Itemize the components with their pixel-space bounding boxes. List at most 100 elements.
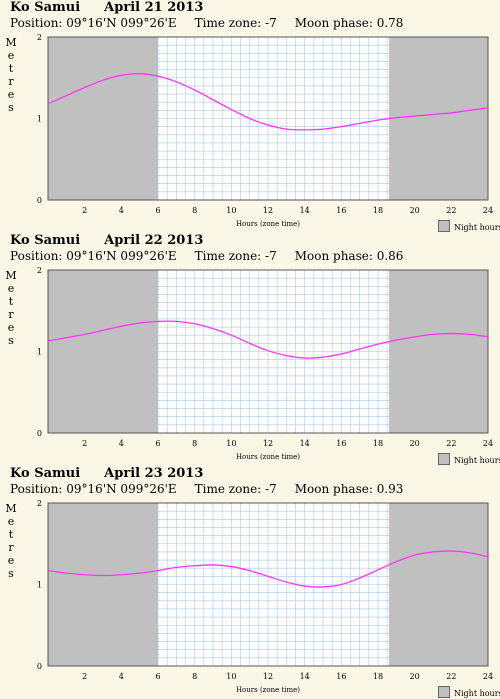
y-axis-label-letter: t <box>8 528 14 541</box>
x-tick-label: 24 <box>483 206 493 215</box>
panel-title: Ko Samui April 22 2013 <box>10 233 203 248</box>
x-tick-label: 12 <box>263 206 273 215</box>
timezone-text: Time zone: -7 <box>194 16 277 30</box>
y-tick-label: 1 <box>37 115 42 124</box>
y-tick-label: 2 <box>37 499 42 508</box>
panel-title: Ko Samui April 23 2013 <box>10 466 203 481</box>
x-tick-label: 14 <box>300 672 310 681</box>
x-tick-label: 18 <box>373 206 383 215</box>
x-tick-label: 12 <box>263 439 273 448</box>
x-tick-label: 2 <box>82 672 87 681</box>
y-axis-label-letter: M <box>5 269 17 282</box>
night-legend-label: Night hours <box>454 456 500 465</box>
moon-phase-text: Moon phase: 0.93 <box>294 482 404 496</box>
night-band <box>48 270 158 433</box>
night-band <box>48 503 158 666</box>
x-tick-label: 6 <box>155 672 160 681</box>
x-tick-label: 4 <box>119 206 124 215</box>
position-text: Position: 09°16'N 099°26'E <box>10 249 177 263</box>
x-tick-label: 14 <box>300 206 310 215</box>
timezone-text: Time zone: -7 <box>194 249 277 263</box>
x-tick-label: 10 <box>226 439 236 448</box>
plot-frame <box>47 36 489 201</box>
y-tick-label: 1 <box>37 348 42 357</box>
x-tick-label: 20 <box>410 206 420 215</box>
x-tick-label: 20 <box>410 672 420 681</box>
x-tick-label: 24 <box>483 439 493 448</box>
moon-phase-text: Moon phase: 0.78 <box>294 16 404 30</box>
y-axis-label-letter: e <box>7 282 15 295</box>
panel-date: April 23 2013 <box>104 466 204 481</box>
y-axis-label-letter: r <box>8 541 14 554</box>
y-axis-label-letter: e <box>7 88 15 101</box>
x-tick-label: 20 <box>410 439 420 448</box>
y-tick-label: 0 <box>37 429 42 438</box>
x-tick-label: 6 <box>155 439 160 448</box>
night-swatch <box>438 686 450 698</box>
tide-curve <box>47 550 489 588</box>
x-tick-label: 12 <box>263 672 273 681</box>
y-tick-label: 0 <box>37 196 42 205</box>
panel-title: Ko Samui April 21 2013 <box>10 0 203 15</box>
panel-info: Position: 09°16'N 099°26'E Time zone: -7 M… <box>10 482 421 496</box>
night-band <box>389 270 488 433</box>
x-axis-label: Hours (zone time) <box>236 220 300 228</box>
x-tick-label: 16 <box>336 672 346 681</box>
y-tick-label: 0 <box>37 662 42 671</box>
x-tick-label: 24 <box>483 672 493 681</box>
tide-panel: Ko Samui April 21 2013 Position: 09°16'N … <box>0 0 500 233</box>
tide-panel: Ko Samui April 22 2013 Position: 09°16'N … <box>0 233 500 466</box>
y-axis-label-letter: M <box>5 502 17 515</box>
x-axis-label: Hours (zone time) <box>236 453 300 461</box>
x-tick-label: 4 <box>119 439 124 448</box>
night-legend: Night hours <box>438 453 500 465</box>
x-tick-label: 22 <box>446 206 456 215</box>
x-tick-label: 16 <box>336 439 346 448</box>
x-tick-label: 4 <box>119 672 124 681</box>
plot-frame <box>47 269 489 434</box>
panel-info: Position: 09°16'N 099°26'E Time zone: -7 M… <box>10 249 421 263</box>
plot-frame <box>47 502 489 667</box>
x-tick-label: 2 <box>82 439 87 448</box>
y-tick-label: 2 <box>37 33 42 42</box>
x-tick-label: 8 <box>192 206 197 215</box>
night-swatch <box>438 453 450 465</box>
x-tick-label: 22 <box>446 439 456 448</box>
x-tick-label: 14 <box>300 439 310 448</box>
y-axis-label-letter: e <box>7 554 15 567</box>
y-axis-label-letter: s <box>8 567 14 580</box>
y-tick-label: 1 <box>37 581 42 590</box>
y-axis-label-letter: r <box>8 308 14 321</box>
y-axis-label-letter: t <box>8 62 14 75</box>
y-axis-label-letter: s <box>8 334 14 347</box>
x-tick-label: 22 <box>446 672 456 681</box>
night-legend-label: Night hours <box>454 689 500 698</box>
tide-panel: Ko Samui April 23 2013 Position: 09°16'N … <box>0 466 500 699</box>
night-legend: Night hours <box>438 686 500 698</box>
night-band <box>389 37 488 200</box>
y-axis-label-letter: e <box>7 515 15 528</box>
x-tick-label: 6 <box>155 206 160 215</box>
y-axis-label-letter: M <box>5 36 17 49</box>
night-band <box>48 37 158 200</box>
y-axis-label-letter: s <box>8 101 14 114</box>
moon-phase-text: Moon phase: 0.86 <box>294 249 404 263</box>
x-tick-label: 10 <box>226 672 236 681</box>
position-text: Position: 09°16'N 099°26'E <box>10 482 177 496</box>
x-tick-label: 16 <box>336 206 346 215</box>
timezone-text: Time zone: -7 <box>194 482 277 496</box>
y-axis-label-letter: t <box>8 295 14 308</box>
x-axis-label: Hours (zone time) <box>236 686 300 694</box>
y-axis-label-letter: r <box>8 75 14 88</box>
night-legend-label: Night hours <box>454 223 500 232</box>
panel-info: Position: 09°16'N 099°26'E Time zone: -7 M… <box>10 16 421 30</box>
tide-curve <box>47 73 489 131</box>
panel-date: April 21 2013 <box>104 0 204 15</box>
x-tick-label: 2 <box>82 206 87 215</box>
